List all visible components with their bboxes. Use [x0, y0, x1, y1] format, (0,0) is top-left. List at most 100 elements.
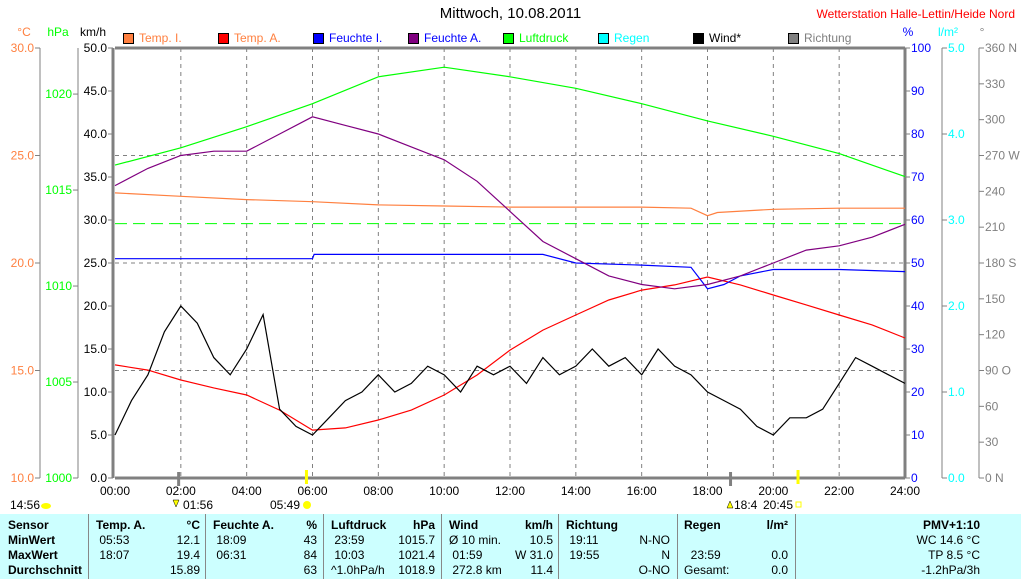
legend-item: Temp. A.	[218, 31, 281, 45]
legend-label: Wind*	[709, 31, 742, 45]
x-tick-label: 16:00	[627, 484, 657, 498]
press-min: 1015.7	[398, 533, 435, 547]
sunset-time: 20:45	[763, 498, 793, 512]
axis-unit-direction: °	[980, 25, 985, 39]
moonrise-time: 18:4	[734, 498, 758, 512]
press-title: Luftdruck	[331, 518, 387, 532]
press-min-time: 23:59	[334, 533, 365, 547]
pressure-trend-3h: -1.2hPa/3h	[921, 563, 980, 577]
row-labels: Sensor MinWert MaxWert Durchschnitt	[8, 518, 82, 578]
pmv-title: PMV+1:10	[922, 518, 980, 532]
chart-title: Mittwoch, 10.08.2011	[439, 5, 582, 22]
sunrise-time: 05:49	[270, 498, 300, 512]
y-tick-label-humidity: 70	[911, 170, 925, 184]
legend-item: Luftdruck	[503, 31, 568, 45]
series-temp-i-	[114, 192, 905, 217]
y-tick-label-direction: 180 S	[985, 256, 1016, 270]
y-tick-label-temp: 10.0	[11, 471, 35, 485]
y-tick-label-humidity: 50	[911, 256, 925, 270]
axis-unit-rain: l/m²	[938, 25, 958, 39]
legend-swatch	[693, 32, 704, 44]
press-trend: ^1.0hPa/h	[331, 563, 385, 577]
series-luftdruck	[114, 66, 906, 178]
legend-label: Feuchte I.	[329, 31, 383, 45]
y-tick-label-rain: 3.0	[948, 213, 965, 227]
press-avg: 1018.9	[398, 563, 435, 577]
dir-max: N	[661, 548, 670, 562]
rain-value: 0.0	[771, 548, 788, 562]
legend-label: Feuchte A.	[424, 31, 482, 45]
x-tick-label: 24:00	[890, 484, 920, 498]
legend-label: Richtung	[804, 31, 852, 45]
press-max: 1021.4	[398, 548, 435, 562]
legend-label: Luftdruck	[519, 31, 569, 45]
rain-title: Regen	[684, 518, 721, 532]
y-tick-label-temp: 15.0	[11, 364, 35, 378]
y-tick-label-direction: 120	[985, 328, 1005, 342]
legend-label: Regen	[614, 31, 650, 45]
y-tick-label-direction: 240	[985, 184, 1005, 198]
y-tick-label-wind: 50.0	[84, 41, 108, 55]
series-temp-a-	[114, 276, 906, 431]
series-feuchte-a-	[114, 116, 906, 290]
wind-max: W 31.0	[514, 548, 553, 562]
y-tick-label-direction: 360 N	[985, 41, 1017, 55]
y-tick-label-rain: 2.0	[948, 299, 965, 313]
y-tick-label-wind: 10.0	[84, 385, 108, 399]
x-tick-label: 12:00	[495, 484, 525, 498]
rain-total-label: Gesamt:	[684, 563, 730, 577]
y-tick-label-humidity: 100	[911, 41, 931, 55]
series-feuchte-i-	[115, 253, 906, 290]
dir-avg: O-NO	[638, 563, 670, 577]
legend-swatch	[503, 32, 514, 44]
col-pmv: PMV+1:10 WC 14.6 °C TP 8.5 °C -1.2hPa/3h	[800, 518, 980, 578]
x-tick-label: 08:00	[363, 484, 393, 498]
dew-point: TP 8.5 °C	[928, 548, 980, 562]
x-tick-label: 04:00	[232, 484, 262, 498]
legend-swatch	[408, 32, 419, 44]
moonset-arrow-icon	[172, 499, 180, 508]
legend-swatch	[788, 32, 799, 44]
y-tick-label-rain: 5.0	[948, 41, 965, 55]
rain-time: 23:59	[690, 548, 721, 562]
wind-chill: WC 14.6 °C	[916, 533, 980, 547]
wind-distance: 272.8 km	[452, 563, 502, 577]
wind-avg-label: Ø 10 min.	[449, 533, 502, 547]
temp-min: 12.1	[176, 533, 200, 547]
legend-item: Feuchte A.	[408, 31, 481, 45]
wind-mean: 11.4	[530, 563, 553, 577]
hum-unit: %	[306, 518, 317, 532]
col-wind: Wind km/h Ø 10 min. 10.5 01:59 W 31.0 272.8…	[449, 518, 553, 578]
y-tick-label-humidity: 80	[911, 127, 925, 141]
wind-title: Wind	[449, 518, 479, 532]
legend-label: Temp. I.	[139, 31, 182, 45]
hum-min-time: 18:09	[216, 533, 247, 547]
station-name: Wetterstation Halle-Lettin/Heide Nord	[816, 7, 1015, 21]
temp-unit: °C	[186, 518, 200, 532]
legend-item: Wind*	[693, 31, 741, 45]
legend-item: Regen	[598, 31, 649, 45]
wind-max-time: 01:59	[452, 548, 483, 562]
y-tick-label-rain: 1.0	[948, 385, 965, 399]
press-max-time: 10:03	[334, 548, 365, 562]
y-tick-label-wind: 45.0	[84, 84, 108, 98]
y-tick-label-humidity: 40	[911, 299, 925, 313]
wind-unit: km/h	[524, 518, 553, 532]
hum-max: 84	[303, 548, 317, 562]
y-tick-label-humidity: 20	[911, 385, 925, 399]
moonrise-arrow-icon	[726, 500, 734, 509]
legend-swatch	[313, 32, 324, 44]
label-max: MaxWert	[8, 548, 58, 562]
press-unit: hPa	[412, 518, 435, 532]
y-tick-label-direction: 330	[985, 77, 1005, 91]
x-tick-label: 18:00	[692, 484, 722, 498]
y-tick-label-wind: 0.0	[90, 471, 107, 485]
y-tick-label-direction: 60	[985, 399, 999, 413]
y-tick-label-wind: 20.0	[84, 299, 108, 313]
temp-avg: 15.89	[169, 563, 200, 577]
col-direction: Richtung 19:11 N-NO 19:55 N O-NO	[566, 518, 670, 578]
y-tick-label-direction: 210	[985, 220, 1005, 234]
y-tick-label-pressure: 1015	[45, 183, 72, 197]
y-tick-label-wind: 25.0	[84, 256, 108, 270]
y-tick-label-wind: 5.0	[90, 428, 107, 442]
